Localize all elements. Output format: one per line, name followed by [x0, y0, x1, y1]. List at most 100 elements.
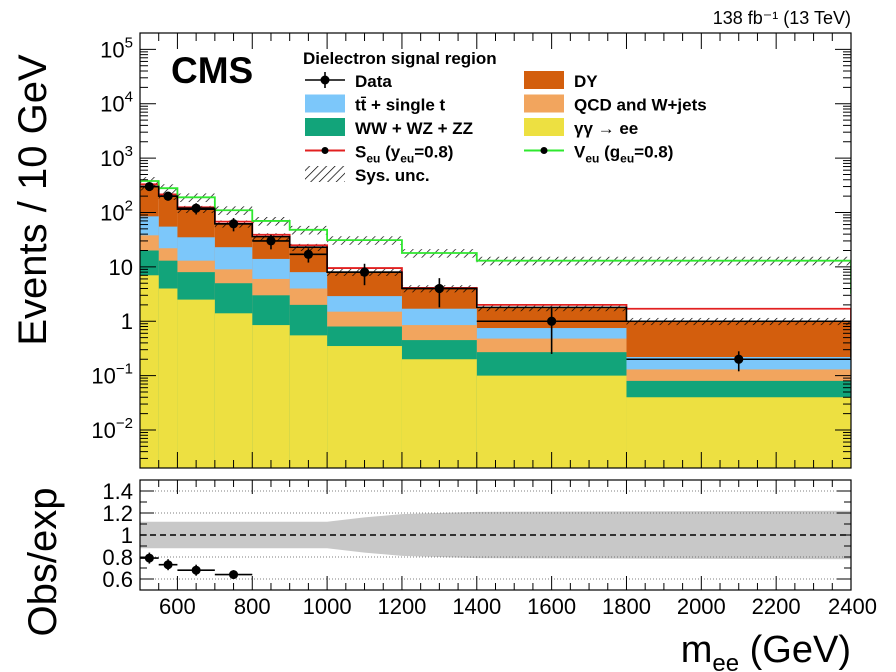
x-tick-label-4: 1400: [452, 594, 501, 619]
legend-item-qcd: QCD and W+jets: [524, 94, 707, 115]
y-tick-exp-4: 2: [125, 197, 133, 214]
legend-label-s: Seu (yeu=0.8): [355, 143, 453, 166]
stack-layer: [140, 186, 851, 468]
data-point-5: [289, 248, 328, 263]
x-tick-label-0: 600: [159, 594, 196, 619]
x-tick-label-2: 1000: [303, 594, 352, 619]
ratio-point-2: [177, 564, 215, 576]
x-tick-label-7: 2000: [677, 594, 726, 619]
legend-label-top: tt̄ + single t: [355, 96, 446, 115]
x-tick-label-5: 1600: [527, 594, 576, 619]
ratio-points: [140, 552, 253, 580]
y-tick-label-0: 10−2: [91, 415, 133, 443]
ratio-y-tick-label-3: 1.2: [102, 501, 133, 526]
y-ticks-bottom: 0.60.811.21.4: [102, 479, 851, 592]
y-tick-label-2: 1: [121, 309, 133, 334]
legend-item-sys: Sys. unc.: [305, 166, 430, 185]
ratio-point-0: [140, 552, 159, 564]
legend-item-s: Seu (yeu=0.8): [305, 143, 453, 166]
legend-item-data: Data: [305, 72, 392, 91]
overlay-layer: [140, 177, 851, 359]
y-tick-base-4: 10: [100, 200, 124, 225]
x-tick-label-8: 2200: [752, 594, 801, 619]
ratio-point-3: [214, 570, 253, 580]
ratio-layer: [140, 490, 851, 580]
y-tick-base-0: 10: [91, 418, 115, 443]
y-tick-base-7: 10: [100, 37, 124, 62]
legend-label-sys: Sys. unc.: [355, 166, 430, 185]
data-point-7: [401, 278, 477, 308]
legend-label-dy: DY: [574, 72, 598, 91]
x-tick-label-1: 800: [234, 594, 271, 619]
x-tick-label-6: 1800: [602, 594, 651, 619]
y-tick-base-1: 10: [91, 364, 115, 389]
ylabel-top: Events / 10 GeV: [11, 54, 55, 346]
y-tick-exp-5: 3: [125, 143, 133, 160]
data-point-4: [252, 234, 290, 250]
y-tick-base-3: 10: [109, 255, 133, 280]
legend-item-top: tt̄ + single t: [305, 94, 446, 115]
y-tick-exp-6: 4: [125, 89, 133, 106]
y-tick-label-6: 104: [100, 89, 133, 117]
ratio-panel: 0.60.811.21.4 600 800 1000 1200 1400 1600 1800…: [102, 479, 877, 619]
y-tick-exp-7: 5: [125, 34, 133, 51]
total-bkg-line: [140, 185, 851, 359]
legend-label-qcd: QCD and W+jets: [574, 96, 707, 115]
experiment-label: CMS: [171, 50, 253, 91]
y-tick-base-6: 10: [100, 92, 124, 117]
ratio-y-tick-label-2: 1: [121, 523, 133, 548]
y-tick-base-2: 1: [121, 309, 133, 334]
stack-bar-gg-6: [327, 346, 402, 468]
ylabel-bottom: Obs/exp: [21, 488, 65, 637]
legend: Data tt̄ + single t WW + WZ + ZZ Seu (yeu=0…: [305, 71, 707, 185]
stack-bar-gg-3: [214, 313, 253, 468]
legend-item-v: Veu (geu=0.8): [524, 143, 673, 166]
data-point-3: [214, 218, 253, 232]
y-tick-exp-0: −2: [116, 415, 133, 432]
stack-bar-gg-2: [177, 299, 215, 468]
stack-bar-gg-4: [252, 325, 290, 468]
stack-bar-gg-1: [158, 288, 178, 468]
legend-label-vv: WW + WZ + ZZ: [355, 119, 473, 138]
stack-bar-gg-5: [289, 335, 328, 468]
region-label: Dielectron signal region: [303, 49, 497, 68]
y-tick-label-3: 10: [109, 255, 133, 280]
x-tick-label-3: 1200: [377, 594, 426, 619]
legend-item-dy: DY: [524, 71, 598, 91]
stack-bar-gg-7: [401, 359, 477, 468]
legend-label-gg: γγ → ee: [574, 119, 638, 138]
data-layer: [140, 181, 851, 372]
y-tick-label-1: 10−1: [91, 361, 133, 389]
data-point-1: [158, 191, 178, 201]
ratio-point-1: [158, 559, 178, 571]
data-point-9: [626, 351, 851, 372]
y-tick-label-7: 105: [100, 34, 133, 62]
x-ticks-bottom: 600 800 1000 1200 1400 1600 1800 2000 2200 2400: [139, 480, 877, 619]
ratio-y-tick-label-0: 0.6: [102, 567, 133, 592]
xlabel-sub: ee: [712, 650, 739, 672]
legend-label-v: Veu (geu=0.8): [574, 143, 673, 166]
legend-label-data: Data: [355, 72, 392, 91]
data-point-8: [476, 308, 627, 354]
data-point-2: [177, 203, 215, 215]
y-tick-label-4: 102: [100, 197, 133, 225]
legend-item-gg: γγ → ee: [524, 118, 638, 138]
lumi-label: 138 fb⁻¹ (13 TeV): [713, 8, 851, 28]
signal-v-line: [140, 180, 851, 294]
y-tick-exp-1: −1: [116, 361, 133, 378]
x-tick-label-9: 2400: [828, 594, 877, 619]
data-point-6: [327, 263, 402, 286]
xlabel-main: m: [681, 629, 713, 671]
ratio-y-tick-label-4: 1.4: [102, 479, 133, 504]
x-ticks-top: [139, 33, 852, 468]
ratio-y-tick-label-1: 0.8: [102, 545, 133, 570]
legend-item-vv: WW + WZ + ZZ: [305, 118, 473, 138]
xlabel-unit: (GeV): [739, 629, 851, 671]
y-tick-label-5: 103: [100, 143, 133, 171]
y-tick-base-5: 10: [100, 146, 124, 171]
stack-bar-gg-9: [626, 397, 851, 468]
xlabel: mee (GeV): [681, 629, 851, 672]
